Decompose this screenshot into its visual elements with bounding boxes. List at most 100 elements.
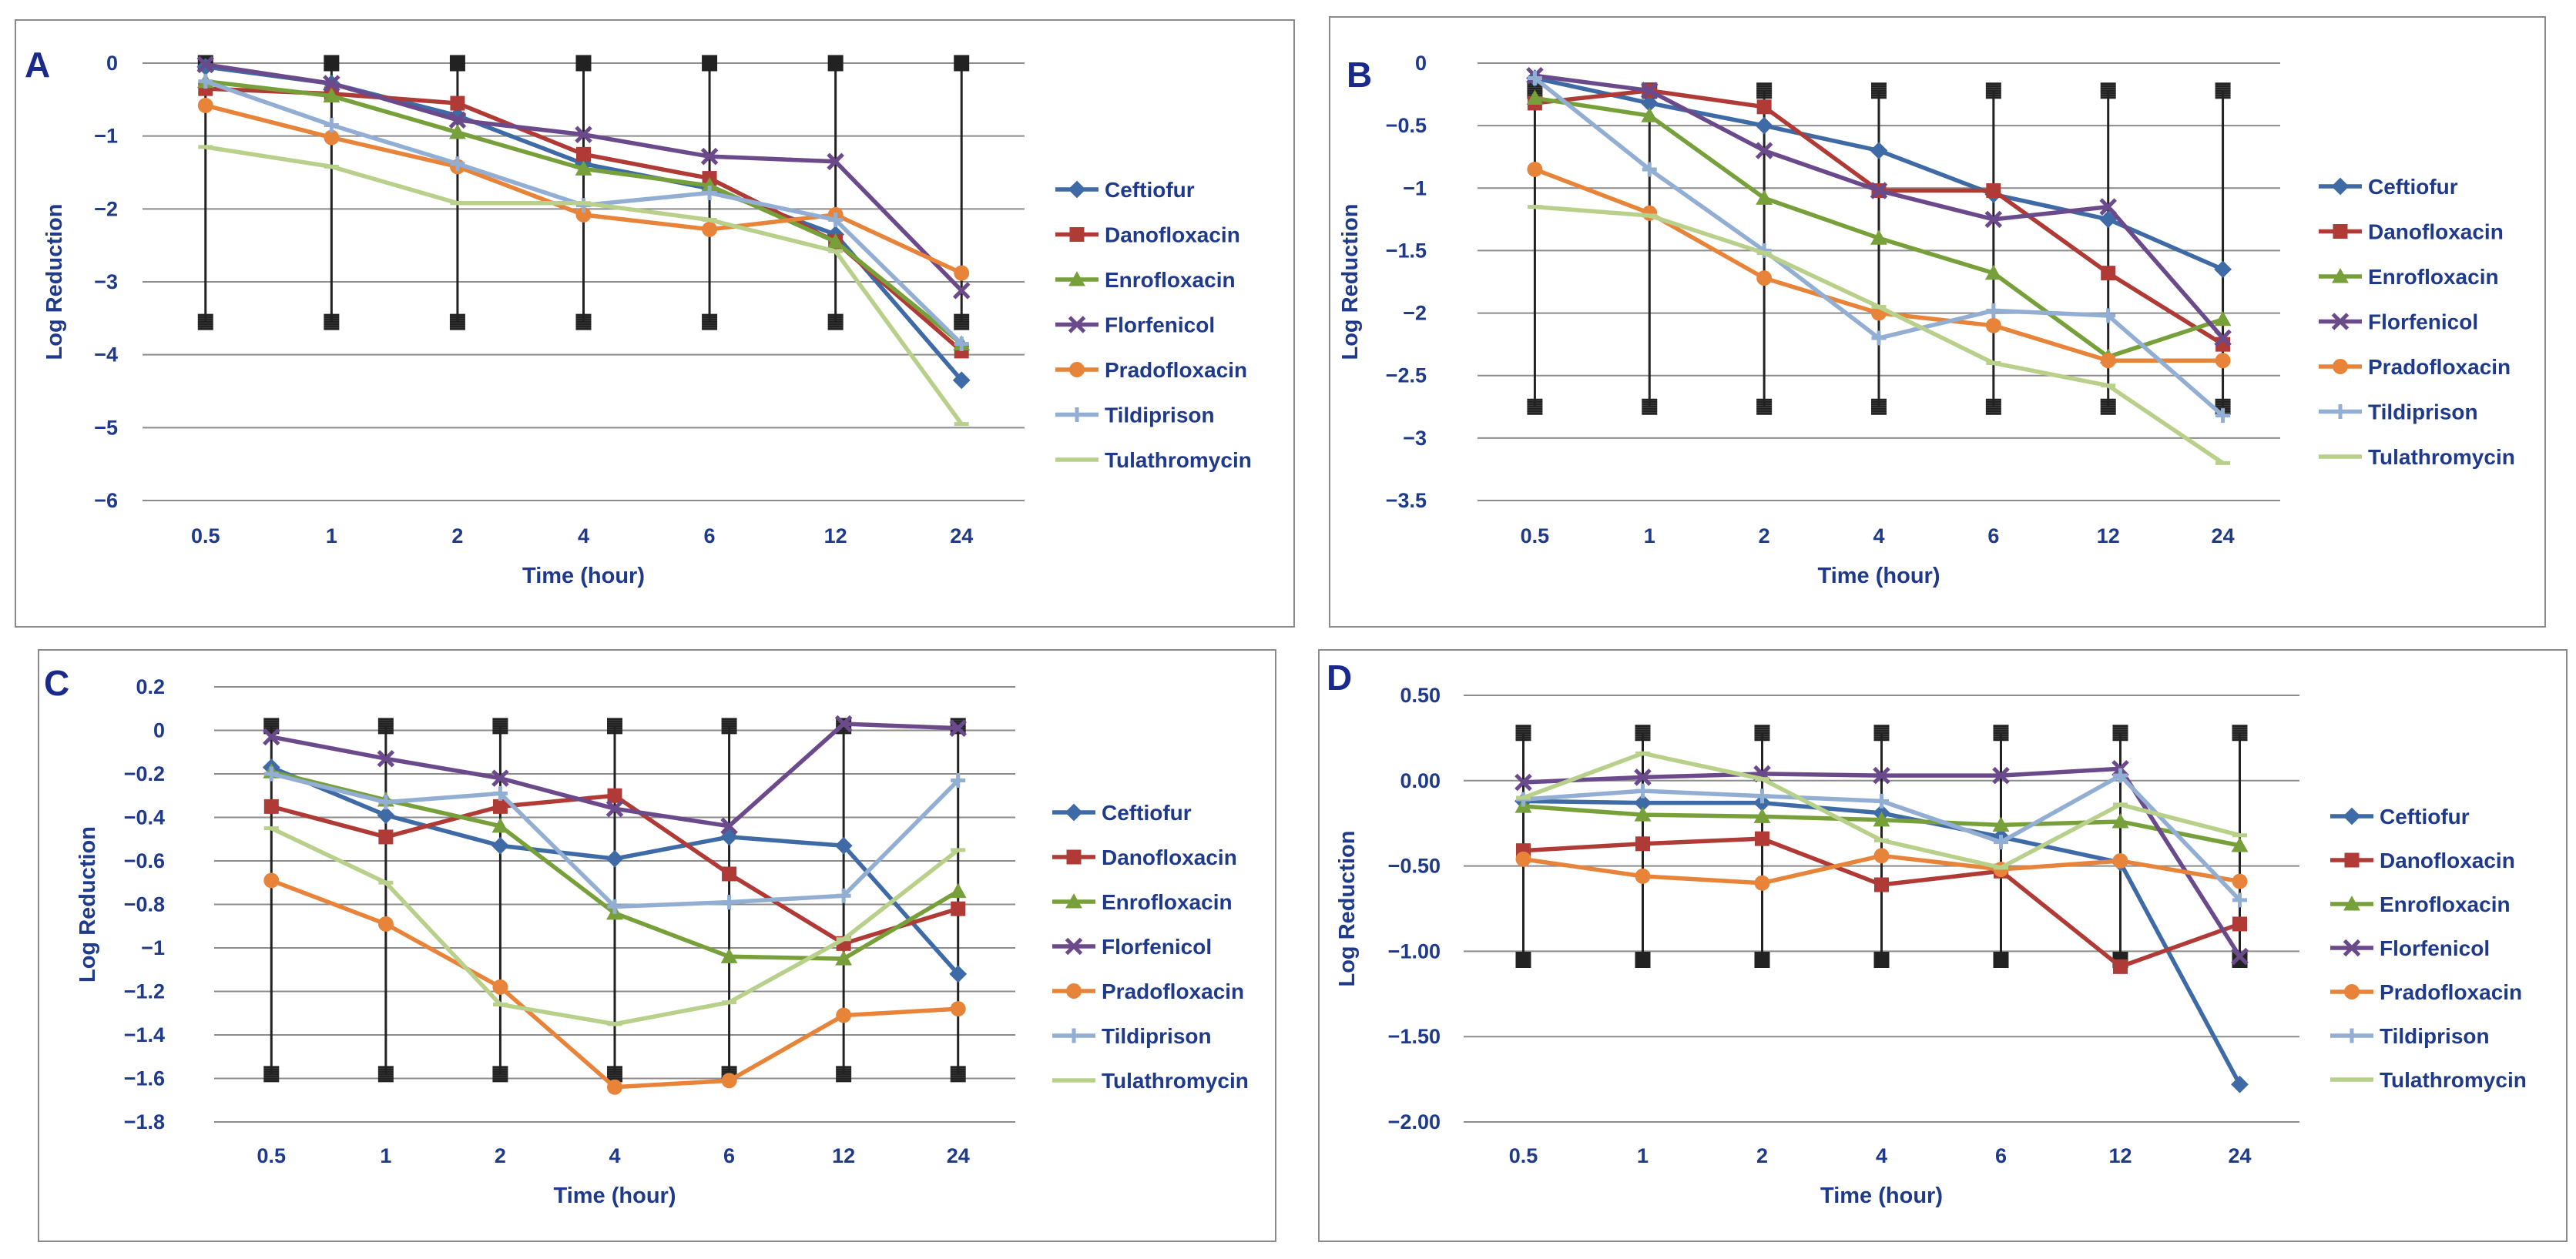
series-enrofloxacin-marker xyxy=(1634,806,1652,822)
y-tick-label: 0.00 xyxy=(1400,769,1441,792)
x-tick-label: 1 xyxy=(326,524,337,547)
series-pradofloxacin-marker xyxy=(492,979,508,995)
series-enrofloxacin-marker xyxy=(835,950,853,966)
series-tulathromycin xyxy=(1527,204,2231,465)
series-enrofloxacin-marker xyxy=(720,948,738,963)
legend-danofloxacin-marker xyxy=(2344,852,2360,868)
panel-letter: D xyxy=(1327,658,1352,698)
legend-ceftiofur-marker xyxy=(2343,807,2361,825)
panel-letter: B xyxy=(1347,55,1372,95)
legend-label: Florfenicol xyxy=(1102,935,1212,959)
series-tildiprison-marker xyxy=(1527,70,1542,85)
series-tildiprison-marker xyxy=(722,895,737,910)
series-ceftiofur-marker xyxy=(1634,794,1652,812)
y-tick-label: −0.8 xyxy=(124,893,165,916)
y-tick-label: −2 xyxy=(1403,302,1427,325)
y-tick-label: −1.50 xyxy=(1388,1025,1441,1048)
x-tick-label: 0.5 xyxy=(1521,524,1550,547)
series-enrofloxacin-marker xyxy=(575,160,592,176)
series-danofloxacin-marker xyxy=(607,788,622,803)
series-tildiprison-marker xyxy=(2232,892,2247,908)
x-tick-label: 0.5 xyxy=(1509,1144,1538,1167)
legend-label: Enrofloxacin xyxy=(2368,265,2499,289)
series-florfenicol-marker xyxy=(1641,82,1659,99)
y-tick-label: −1.8 xyxy=(124,1110,165,1133)
x-tick-label: 12 xyxy=(832,1144,855,1167)
series-florfenicol-marker xyxy=(1873,766,1890,785)
series-tildiprison-marker xyxy=(2113,768,2128,783)
series-enrofloxacin-marker xyxy=(449,124,466,139)
y-tick-label: −2.00 xyxy=(1388,1110,1441,1133)
series-florfenicol xyxy=(263,715,967,835)
y-tick-label: −3 xyxy=(1403,427,1427,450)
y-tick-label: −4 xyxy=(94,343,118,367)
x-axis-label: Time (hour) xyxy=(522,564,645,588)
series-enrofloxacin-marker xyxy=(2214,310,2232,326)
legend-tildiprison-marker xyxy=(1069,407,1085,422)
legend-ceftiofur-marker xyxy=(2331,177,2350,196)
series-florfenicol-marker xyxy=(720,817,738,835)
series-enrofloxacin-marker xyxy=(1753,808,1771,823)
series-pradofloxacin-marker xyxy=(1515,851,1531,867)
series-florfenicol-marker xyxy=(196,55,215,74)
y-tick-label: −5 xyxy=(94,416,118,439)
x-tick-label: 6 xyxy=(723,1144,735,1167)
series-florfenicol-marker xyxy=(575,126,592,144)
y-tick-label: −3.5 xyxy=(1386,489,1427,512)
series-danofloxacin-marker xyxy=(2113,959,2128,974)
series-pradofloxacin-marker xyxy=(575,206,592,223)
legend-pradofloxacin-marker xyxy=(1069,362,1085,377)
legend-florfenicol-marker xyxy=(1065,937,1083,956)
series-tildiprison xyxy=(1516,768,2247,908)
series-ceftiofur-marker xyxy=(2214,260,2232,279)
x-tick-label: 4 xyxy=(609,1144,620,1167)
series-pradofloxacin-marker xyxy=(1873,848,1890,864)
series-tildiprison-marker xyxy=(324,117,339,132)
y-tick-label: −1.6 xyxy=(124,1067,165,1090)
legend-label: Tildiprison xyxy=(2380,1024,2490,1048)
legend-label: Tulathromycin xyxy=(2380,1068,2527,1092)
series-florfenicol-marker xyxy=(263,728,280,746)
legend: Ceftiofur Danofloxacin Enrofloxacin Florfen… xyxy=(2330,805,2527,1092)
y-tick-label: −0.6 xyxy=(124,849,165,872)
series-pradofloxacin-marker xyxy=(1754,875,1770,891)
series-pradofloxacin-marker xyxy=(1527,161,1543,177)
series-ceftiofur-marker xyxy=(949,965,968,983)
legend-label: Pradofloxacin xyxy=(2380,980,2522,1004)
legend: Ceftiofur Danofloxacin Enrofloxacin Florfen… xyxy=(2319,175,2515,469)
series-danofloxacin-marker xyxy=(576,146,591,162)
x-tick-label: 6 xyxy=(1987,524,1999,547)
series-ceftiofur-marker xyxy=(2231,1075,2249,1093)
series-danofloxacin-marker xyxy=(1755,831,1769,846)
series-tulathromycin xyxy=(1516,751,2247,870)
series-ceftiofur-marker xyxy=(952,371,971,390)
series-florfenicol-marker xyxy=(834,715,853,733)
series-pradofloxacin-marker xyxy=(2215,353,2231,369)
series-tildiprison-marker xyxy=(2101,308,2116,323)
series-florfenicol-marker xyxy=(323,75,340,92)
series-tildiprison xyxy=(263,766,966,914)
x-tick-label: 4 xyxy=(1876,1144,1887,1167)
series-tildiprison-marker xyxy=(954,336,969,351)
series-danofloxacin-marker xyxy=(1635,836,1650,852)
series-enrofloxacin-marker xyxy=(1526,89,1544,105)
series-danofloxacin-marker xyxy=(263,799,279,814)
x-tick-label: 4 xyxy=(578,524,589,547)
series-florfenicol-marker xyxy=(1514,773,1532,792)
series-florfenicol-marker xyxy=(1984,210,2003,229)
series-florfenicol-marker xyxy=(700,147,719,166)
legend-label: Danofloxacin xyxy=(1102,845,1237,869)
series-danofloxacin-marker xyxy=(2101,266,2116,281)
legend-pradofloxacin-marker xyxy=(2333,359,2348,374)
x-tick-label: 6 xyxy=(1995,1144,2007,1167)
series-florfenicol xyxy=(196,55,971,300)
series-enrofloxacin-marker xyxy=(1756,189,1773,205)
legend-florfenicol-marker xyxy=(1068,316,1086,333)
legend-enrofloxacin-marker xyxy=(2332,268,2349,283)
series-danofloxacin-marker xyxy=(450,95,465,111)
panel-B: B 0−0.5−1−1.5−2−2.5−3−3.50.5 1 2 4 6 12 24Time … xyxy=(1329,16,2546,628)
legend-label: Tildiprison xyxy=(1105,403,1215,427)
series-tildiprison-marker xyxy=(263,766,279,782)
series-enrofloxacin xyxy=(196,72,971,351)
